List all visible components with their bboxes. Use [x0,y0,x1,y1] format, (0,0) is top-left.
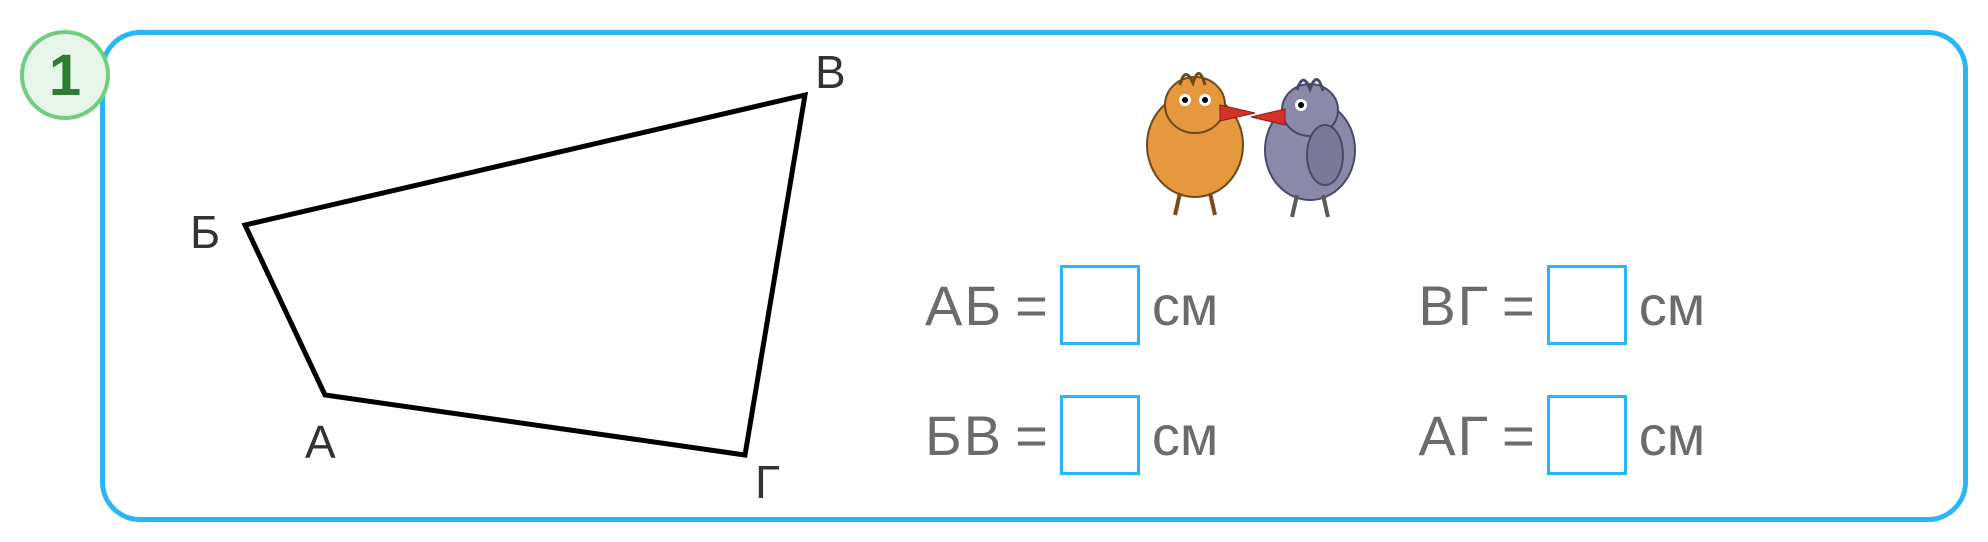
bird-orange [1147,73,1255,215]
problem-number: 1 [49,42,81,109]
equations-grid: АБ = см ВГ = см БВ = см АГ = см [925,265,1705,475]
equation-label: БВ [925,403,1003,468]
unit-label: см [1639,273,1706,338]
equation-ab: АБ = см [925,265,1218,345]
unit-label: см [1152,403,1219,468]
equation-bv: БВ = см [925,395,1218,475]
equation-ag: АГ = см [1418,395,1705,475]
equals-sign: = [1502,403,1535,468]
birds-svg [1125,45,1385,225]
equals-sign: = [1015,273,1048,338]
input-box-ag[interactable] [1547,395,1627,475]
quadrilateral-diagram: Б В А Г [185,55,905,495]
vertex-label-a: А [305,415,336,469]
vertex-label-b: Б [190,205,220,259]
birds-illustration [1125,45,1385,225]
equation-label: ВГ [1418,273,1490,338]
input-box-bv[interactable] [1060,395,1140,475]
equals-sign: = [1015,403,1048,468]
bird-grey [1251,79,1355,217]
equals-sign: = [1502,273,1535,338]
vertex-label-g: Г [755,455,780,509]
equation-label: АГ [1418,403,1490,468]
equation-vg: ВГ = см [1418,265,1705,345]
problem-panel: Б В А Г [100,30,1968,522]
input-box-ab[interactable] [1060,265,1140,345]
unit-label: см [1152,273,1219,338]
quadrilateral-shape [245,95,805,455]
equation-label: АБ [925,273,1003,338]
input-box-vg[interactable] [1547,265,1627,345]
vertex-label-v: В [815,45,846,99]
quadrilateral-svg [185,55,905,495]
unit-label: см [1639,403,1706,468]
problem-number-badge: 1 [20,30,110,120]
